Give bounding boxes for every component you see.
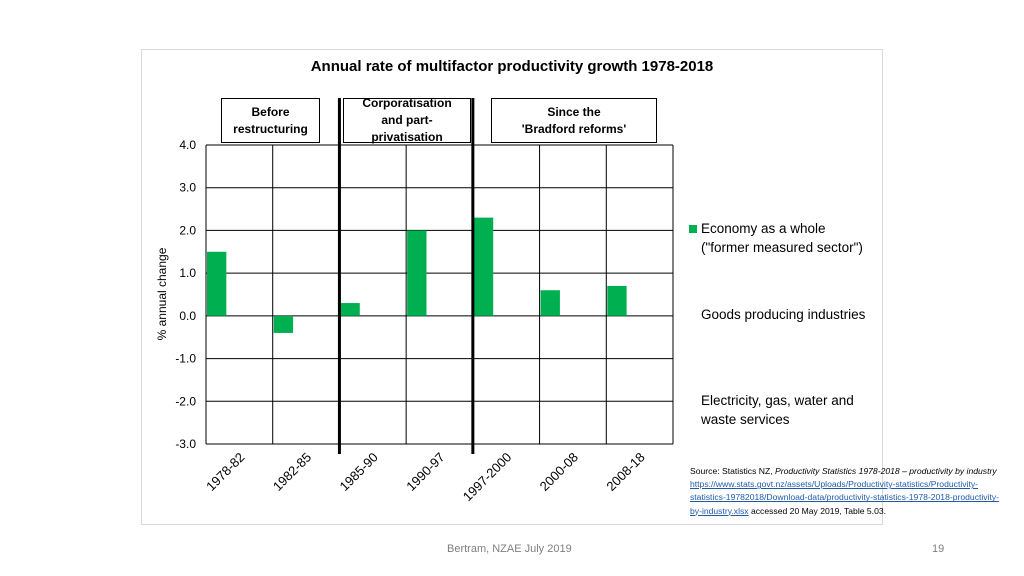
period-box-bradford: Since the 'Bradford reforms' — [491, 98, 657, 143]
source-link[interactable]: https://www.stats.govt.nz/assets/Uploads… — [690, 479, 1000, 516]
gridlines — [205, 144, 674, 445]
x-tick-label: 1982-85 — [270, 450, 314, 494]
bar-1997-2000 — [473, 217, 494, 316]
x-tick-labels: 1978-82 1982-85 1985-90 1990-97 1997-2000 200… — [203, 450, 648, 505]
y-tick-label: -1.0 — [175, 352, 196, 366]
legend-electricity: Electricity, gas, water and waste service… — [701, 393, 854, 427]
x-tick-label: 1978-82 — [203, 450, 247, 494]
legend-goods: Goods producing industries — [701, 307, 866, 322]
page-number: 19 — [932, 543, 945, 555]
period-box-corporatisation: Corporatisation and part-privatisation — [343, 96, 471, 144]
chart-title: Annual rate of multifactor productivity … — [310, 58, 714, 75]
chart-frame — [141, 49, 883, 525]
y-tick-label: 3.0 — [179, 181, 196, 195]
period-dividers — [337, 98, 475, 454]
x-tick-label: 1985-90 — [337, 450, 381, 494]
x-tick-label: 2008-18 — [603, 450, 647, 494]
y-axis-label: % annual change — [155, 247, 169, 340]
bars — [207, 217, 627, 333]
footer-author: Bertram, NZAE July 2019 — [447, 543, 572, 555]
y-tick-label: 1.0 — [179, 266, 196, 280]
x-tick-label: 1997-2000 — [460, 450, 515, 505]
bar-2008-18 — [607, 285, 627, 316]
y-tick-labels: 4.0 3.0 2.0 1.0 0.0 -1.0 -2.0 -3.0 — [175, 138, 196, 451]
y-tick-label: 0.0 — [179, 309, 196, 323]
bar-1982-85 — [273, 315, 294, 333]
period-box-before: Before restructuring — [221, 98, 320, 143]
legend-economy: Economy as a whole ("former measured sect… — [701, 221, 863, 255]
bar-1985-90 — [340, 303, 360, 316]
y-tick-label: -3.0 — [175, 437, 196, 451]
legend-swatch-economy — [689, 225, 697, 233]
x-tick-label: 1990-97 — [403, 450, 447, 494]
source-note: Source: Statistics NZ, Productivity Stat… — [690, 466, 1000, 516]
y-tick-label: -2.0 — [175, 394, 196, 408]
y-tick-label: 4.0 — [179, 138, 196, 152]
x-tick-label: 2000-08 — [537, 450, 581, 494]
y-tick-label: 2.0 — [179, 223, 196, 237]
bar-2000-08 — [540, 290, 560, 316]
bar-1978-82 — [207, 251, 227, 316]
bar-1990-97 — [407, 230, 427, 316]
